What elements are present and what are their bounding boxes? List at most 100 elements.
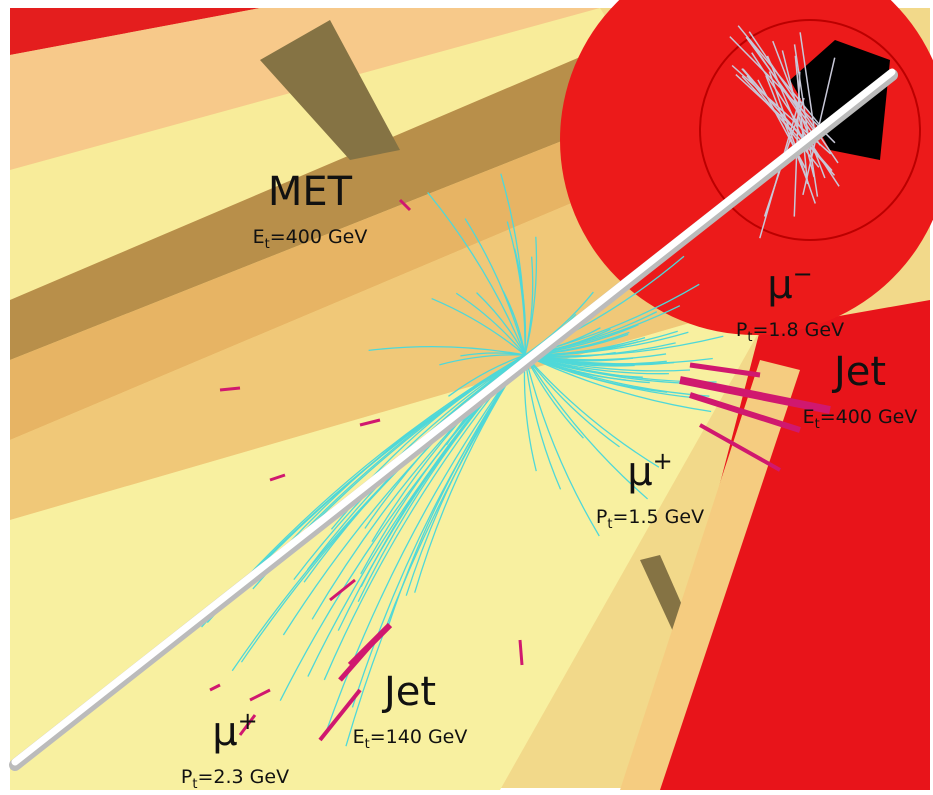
label-quantity: Pt=1.8 GeV bbox=[736, 319, 844, 345]
support bbox=[260, 20, 400, 160]
muon-track bbox=[741, 68, 833, 172]
deposit bbox=[398, 198, 412, 212]
track bbox=[524, 354, 649, 500]
muon-track bbox=[746, 75, 820, 168]
band bbox=[10, 320, 760, 790]
quantity-sub: t bbox=[747, 330, 752, 345]
label-quantity: Et=400 GeV bbox=[803, 406, 918, 432]
muon-track bbox=[751, 52, 840, 187]
track bbox=[524, 354, 691, 372]
label-title-text: μ bbox=[627, 449, 652, 495]
label-quantity: Et=140 GeV bbox=[353, 726, 468, 752]
beam-pipe-highlight bbox=[11, 68, 896, 766]
quantity-value: =1.8 GeV bbox=[752, 319, 844, 341]
muon-track bbox=[772, 40, 826, 179]
quantity-sub: t bbox=[192, 777, 197, 792]
track bbox=[476, 292, 526, 356]
deposit bbox=[219, 386, 241, 392]
deposit bbox=[359, 418, 381, 427]
quantity-sub: t bbox=[607, 517, 612, 532]
label-quantity: Pt=2.3 GeV bbox=[181, 766, 289, 792]
deposit bbox=[238, 714, 257, 736]
deposit bbox=[518, 639, 524, 666]
edge bbox=[620, 360, 800, 790]
band bbox=[10, 40, 640, 360]
label-title-sup: − bbox=[793, 260, 813, 288]
quantity-value: =1.5 GeV bbox=[612, 506, 704, 528]
muon-track bbox=[748, 31, 839, 164]
muon-track bbox=[799, 32, 817, 143]
quantity-symbol: P bbox=[181, 766, 192, 788]
label-title: Jet bbox=[381, 669, 436, 715]
deposit bbox=[679, 376, 831, 414]
track bbox=[448, 354, 526, 397]
label-title: Jet bbox=[831, 349, 886, 395]
muon-track bbox=[729, 36, 836, 144]
quantity-sub: t bbox=[815, 417, 820, 432]
quantity-value: =140 GeV bbox=[370, 726, 468, 748]
endcap-ring bbox=[699, 19, 921, 241]
track bbox=[524, 354, 600, 537]
deposit bbox=[689, 362, 761, 378]
quantity-value: =400 GeV bbox=[270, 226, 368, 248]
label-title-text: Jet bbox=[381, 669, 436, 715]
label-title: μ+ bbox=[212, 707, 258, 755]
deposit bbox=[318, 688, 362, 742]
track bbox=[439, 354, 526, 366]
track bbox=[524, 236, 538, 356]
quantity-symbol: P bbox=[736, 319, 747, 341]
label-title: μ+ bbox=[627, 447, 673, 495]
deposit bbox=[689, 392, 801, 433]
track bbox=[524, 354, 713, 365]
label-title-sup: + bbox=[238, 707, 258, 735]
track bbox=[524, 354, 620, 448]
band bbox=[10, 8, 620, 300]
band bbox=[10, 110, 650, 440]
quantity-value: =2.3 GeV bbox=[197, 766, 289, 788]
quantity-sub: t bbox=[365, 737, 370, 752]
quantity-symbol: E bbox=[353, 726, 365, 748]
band bbox=[10, 170, 700, 520]
deposit bbox=[249, 688, 271, 702]
quantity-value: =400 GeV bbox=[820, 406, 918, 428]
muon-track bbox=[794, 55, 809, 185]
label-title-text: μ bbox=[767, 262, 792, 308]
track bbox=[290, 354, 526, 542]
label-title-sup: + bbox=[653, 447, 673, 475]
track bbox=[427, 192, 526, 356]
deposit bbox=[699, 423, 781, 472]
deposit bbox=[269, 473, 286, 482]
label-title: MET bbox=[268, 169, 353, 215]
deposit bbox=[209, 683, 221, 692]
quantity-symbol: P bbox=[596, 506, 607, 528]
track bbox=[455, 292, 526, 356]
track bbox=[464, 218, 526, 356]
label-title-text: Jet bbox=[831, 349, 886, 395]
label-title: μ− bbox=[767, 260, 813, 308]
track bbox=[324, 354, 526, 736]
muon-track bbox=[793, 44, 819, 197]
hole bbox=[790, 40, 890, 160]
track bbox=[431, 297, 526, 356]
track bbox=[524, 335, 724, 357]
label-quantity: Et=400 GeV bbox=[253, 226, 368, 252]
deposit bbox=[338, 638, 377, 682]
deposits bbox=[209, 198, 831, 742]
track bbox=[524, 354, 660, 468]
muon-track bbox=[765, 75, 809, 182]
track bbox=[502, 290, 526, 356]
deposit bbox=[329, 578, 356, 602]
track bbox=[513, 248, 527, 356]
track bbox=[524, 354, 562, 490]
label-title-text: μ bbox=[212, 709, 237, 755]
muon-track bbox=[737, 25, 822, 128]
track bbox=[368, 345, 526, 356]
label-quantity: Pt=1.5 GeV bbox=[596, 506, 704, 532]
quantity-symbol: E bbox=[253, 226, 265, 248]
track bbox=[524, 354, 712, 413]
red-region bbox=[640, 300, 930, 790]
label-title-text: MET bbox=[268, 169, 353, 215]
track bbox=[351, 354, 526, 708]
